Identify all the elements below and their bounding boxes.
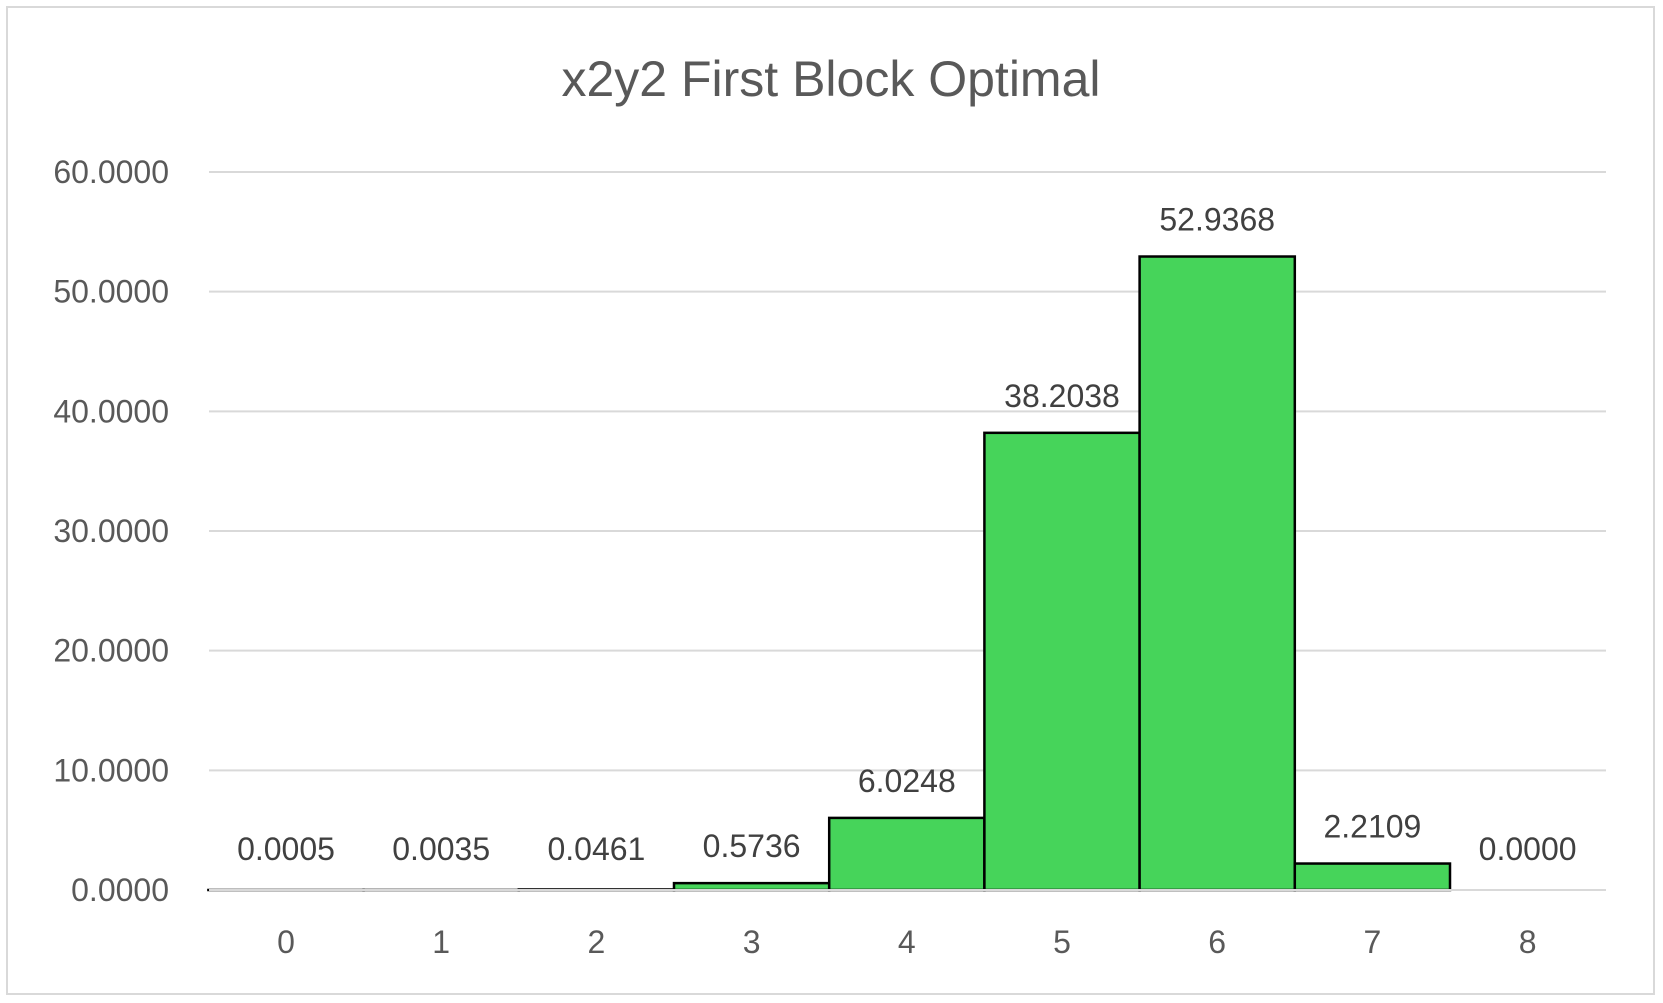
data-label: 0.0461 [547, 831, 645, 867]
y-tick-label: 20.0000 [53, 633, 169, 669]
bar [672, 881, 831, 892]
bars [207, 255, 1452, 892]
x-tick-label: 1 [432, 924, 450, 960]
bar [827, 816, 986, 892]
data-label: 0.5736 [703, 828, 801, 864]
y-tick-label: 30.0000 [53, 513, 169, 549]
data-label: 0.0035 [392, 831, 490, 867]
x-tick-label: 5 [1053, 924, 1071, 960]
data-label: 6.0248 [858, 763, 956, 799]
y-tick-label: 60.0000 [53, 154, 169, 190]
data-label: 0.0000 [1479, 831, 1577, 867]
x-tick-label: 8 [1519, 924, 1537, 960]
y-tick-label: 10.0000 [53, 752, 169, 788]
data-label: 38.2038 [1004, 378, 1120, 414]
data-label: 0.0005 [237, 831, 335, 867]
x-tick-label: 3 [743, 924, 761, 960]
chart-title: x2y2 First Block Optimal [561, 51, 1100, 107]
bar [1138, 255, 1297, 892]
x-tick-label: 4 [898, 924, 916, 960]
bar [983, 431, 1141, 892]
data-labels: 0.0005 0.0035 0.0461 0.5736 6.0248 38.2038 52.… [237, 202, 1576, 867]
bar [1293, 862, 1452, 892]
data-label: 2.2109 [1323, 809, 1421, 845]
x-tick-label: 6 [1208, 924, 1226, 960]
y-tick-label: 0.0000 [71, 872, 169, 908]
y-axis-tick-labels: 0.0000 10.0000 20.0000 30.0000 40.0000 50.000… [53, 154, 169, 908]
y-tick-label: 40.0000 [53, 393, 169, 429]
y-tick-label: 50.0000 [53, 274, 169, 310]
data-label: 52.9368 [1159, 202, 1275, 238]
x-tick-label: 0 [277, 924, 295, 960]
gridlines [209, 171, 1606, 772]
x-axis-tick-labels: 0 1 2 3 4 5 6 7 8 [277, 924, 1536, 960]
x-tick-label: 7 [1364, 924, 1382, 960]
x-tick-label: 2 [588, 924, 606, 960]
